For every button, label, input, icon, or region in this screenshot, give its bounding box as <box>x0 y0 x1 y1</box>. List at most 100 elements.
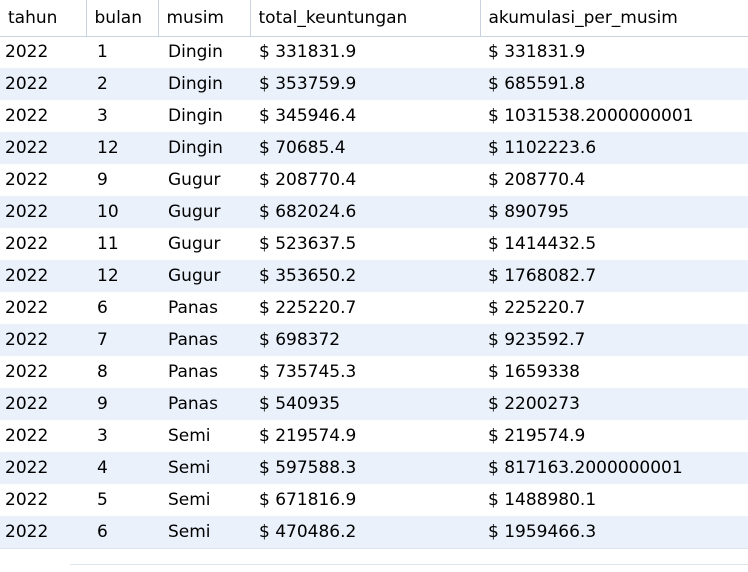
cell-tahun[interactable]: 2022 <box>0 388 86 420</box>
cell-akumulasi-per-musim[interactable]: $ 923592.7 <box>480 324 748 356</box>
cell-tahun[interactable]: 2022 <box>0 324 86 356</box>
cell-akumulasi-per-musim[interactable]: $ 1102223.6 <box>480 132 748 164</box>
cell-musim[interactable]: Semi <box>158 452 250 484</box>
cell-tahun[interactable]: 2022 <box>0 420 86 452</box>
cell-musim[interactable]: Panas <box>158 388 250 420</box>
cell-musim[interactable]: Semi <box>158 420 250 452</box>
cell-total-keuntungan[interactable]: $ 208770.4 <box>250 164 480 196</box>
cell-bulan[interactable]: 3 <box>86 100 158 132</box>
table-row[interactable]: 2022 12 Gugur $ 353650.2 $ 1768082.7 <box>0 260 748 292</box>
cell-bulan[interactable]: 7 <box>86 324 158 356</box>
cell-bulan[interactable]: 12 <box>86 132 158 164</box>
cell-bulan[interactable]: 8 <box>86 356 158 388</box>
cell-bulan[interactable]: 6 <box>86 516 158 549</box>
cell-tahun[interactable]: 2022 <box>0 484 86 516</box>
cell-tahun[interactable]: 2022 <box>0 100 86 132</box>
cell-akumulasi-per-musim[interactable]: $ 2200273 <box>480 388 748 420</box>
cell-total-keuntungan[interactable]: $ 698372 <box>250 324 480 356</box>
cell-tahun[interactable]: 2022 <box>0 36 86 68</box>
cell-akumulasi-per-musim[interactable]: $ 225220.7 <box>480 292 748 324</box>
cell-akumulasi-per-musim[interactable]: $ 219574.9 <box>480 420 748 452</box>
cell-total-keuntungan[interactable]: $ 523637.5 <box>250 228 480 260</box>
table-row[interactable]: 2022 2 Dingin $ 353759.9 $ 685591.8 <box>0 68 748 100</box>
cell-musim[interactable]: Panas <box>158 292 250 324</box>
cell-bulan[interactable]: 9 <box>86 164 158 196</box>
cell-tahun[interactable]: 2022 <box>0 228 86 260</box>
cell-akumulasi-per-musim[interactable]: $ 1488980.1 <box>480 484 748 516</box>
cell-musim[interactable]: Semi <box>158 516 250 549</box>
cell-total-keuntungan[interactable]: $ 345946.4 <box>250 100 480 132</box>
column-header-akumulasi-per-musim[interactable]: akumulasi_per_musim <box>480 0 748 37</box>
table-row[interactable]: 2022 6 Semi $ 470486.2 $ 1959466.3 <box>0 516 748 549</box>
cell-bulan[interactable]: 1 <box>86 36 158 68</box>
table-row[interactable]: 2022 12 Dingin $ 70685.4 $ 1102223.6 <box>0 132 748 164</box>
cell-total-keuntungan[interactable]: $ 540935 <box>250 388 480 420</box>
cell-akumulasi-per-musim[interactable]: $ 685591.8 <box>480 68 748 100</box>
table-row[interactable]: 2022 9 Gugur $ 208770.4 $ 208770.4 <box>0 164 748 196</box>
cell-total-keuntungan[interactable]: $ 70685.4 <box>250 132 480 164</box>
cell-total-keuntungan[interactable]: $ 353650.2 <box>250 260 480 292</box>
cell-akumulasi-per-musim[interactable]: $ 331831.9 <box>480 36 748 68</box>
cell-musim[interactable]: Dingin <box>158 132 250 164</box>
cell-akumulasi-per-musim[interactable]: $ 1414432.5 <box>480 228 748 260</box>
cell-total-keuntungan[interactable]: $ 682024.6 <box>250 196 480 228</box>
cell-tahun[interactable]: 2022 <box>0 452 86 484</box>
cell-tahun[interactable]: 2022 <box>0 196 86 228</box>
table-row[interactable]: 2022 6 Panas $ 225220.7 $ 225220.7 <box>0 292 748 324</box>
cell-musim[interactable]: Semi <box>158 484 250 516</box>
cell-bulan[interactable]: 2 <box>86 68 158 100</box>
cell-total-keuntungan[interactable]: $ 597588.3 <box>250 452 480 484</box>
cell-total-keuntungan[interactable]: $ 353759.9 <box>250 68 480 100</box>
table-row[interactable]: 2022 10 Gugur $ 682024.6 $ 890795 <box>0 196 748 228</box>
cell-tahun[interactable]: 2022 <box>0 292 86 324</box>
column-header-total-keuntungan[interactable]: total_keuntungan <box>250 0 481 37</box>
table-row[interactable]: 2022 11 Gugur $ 523637.5 $ 1414432.5 <box>0 228 748 260</box>
cell-bulan[interactable]: 6 <box>86 292 158 324</box>
cell-bulan[interactable]: 3 <box>86 420 158 452</box>
cell-musim[interactable]: Panas <box>158 324 250 356</box>
table-row[interactable]: 2022 3 Dingin $ 345946.4 $ 1031538.200000000… <box>0 100 748 132</box>
table-row[interactable]: 2022 5 Semi $ 671816.9 $ 1488980.1 <box>0 484 748 516</box>
cell-akumulasi-per-musim[interactable]: $ 817163.2000000001 <box>480 452 748 484</box>
cell-musim[interactable]: Panas <box>158 356 250 388</box>
table-row[interactable]: 2022 1 Dingin $ 331831.9 $ 331831.9 <box>0 36 748 68</box>
table-row[interactable]: 2022 4 Semi $ 597588.3 $ 817163.2000000001 <box>0 452 748 484</box>
cell-bulan[interactable]: 12 <box>86 260 158 292</box>
table-row[interactable]: 2022 8 Panas $ 735745.3 $ 1659338 <box>0 356 748 388</box>
cell-musim[interactable]: Dingin <box>158 68 250 100</box>
cell-bulan[interactable]: 9 <box>86 388 158 420</box>
cell-total-keuntungan[interactable]: $ 219574.9 <box>250 420 480 452</box>
cell-tahun[interactable]: 2022 <box>0 164 86 196</box>
table-row[interactable]: 2022 9 Panas $ 540935 $ 2200273 <box>0 388 748 420</box>
column-header-tahun[interactable]: tahun <box>0 0 87 37</box>
cell-bulan[interactable]: 10 <box>86 196 158 228</box>
cell-tahun[interactable]: 2022 <box>0 68 86 100</box>
cell-bulan[interactable]: 4 <box>86 452 158 484</box>
cell-akumulasi-per-musim[interactable]: $ 1959466.3 <box>480 516 748 549</box>
table-row[interactable]: 2022 3 Semi $ 219574.9 $ 219574.9 <box>0 420 748 452</box>
table-row[interactable]: 2022 7 Panas $ 698372 $ 923592.7 <box>0 324 748 356</box>
cell-musim[interactable]: Dingin <box>158 100 250 132</box>
cell-total-keuntungan[interactable]: $ 331831.9 <box>250 36 480 68</box>
cell-akumulasi-per-musim[interactable]: $ 890795 <box>480 196 748 228</box>
cell-bulan[interactable]: 5 <box>86 484 158 516</box>
cell-tahun[interactable]: 2022 <box>0 260 86 292</box>
cell-total-keuntungan[interactable]: $ 735745.3 <box>250 356 480 388</box>
cell-tahun[interactable]: 2022 <box>0 356 86 388</box>
cell-tahun[interactable]: 2022 <box>0 132 86 164</box>
cell-musim[interactable]: Gugur <box>158 260 250 292</box>
cell-musim[interactable]: Gugur <box>158 196 250 228</box>
cell-total-keuntungan[interactable]: $ 470486.2 <box>250 516 480 549</box>
cell-musim[interactable]: Gugur <box>158 228 250 260</box>
column-header-musim[interactable]: musim <box>158 0 251 37</box>
cell-musim[interactable]: Dingin <box>158 36 250 68</box>
cell-musim[interactable]: Gugur <box>158 164 250 196</box>
cell-tahun[interactable]: 2022 <box>0 516 86 549</box>
cell-akumulasi-per-musim[interactable]: $ 1659338 <box>480 356 748 388</box>
cell-total-keuntungan[interactable]: $ 225220.7 <box>250 292 480 324</box>
cell-akumulasi-per-musim[interactable]: $ 1031538.2000000001 <box>480 100 748 132</box>
cell-total-keuntungan[interactable]: $ 671816.9 <box>250 484 480 516</box>
column-header-bulan[interactable]: bulan <box>86 0 159 37</box>
cell-akumulasi-per-musim[interactable]: $ 208770.4 <box>480 164 748 196</box>
cell-bulan[interactable]: 11 <box>86 228 158 260</box>
